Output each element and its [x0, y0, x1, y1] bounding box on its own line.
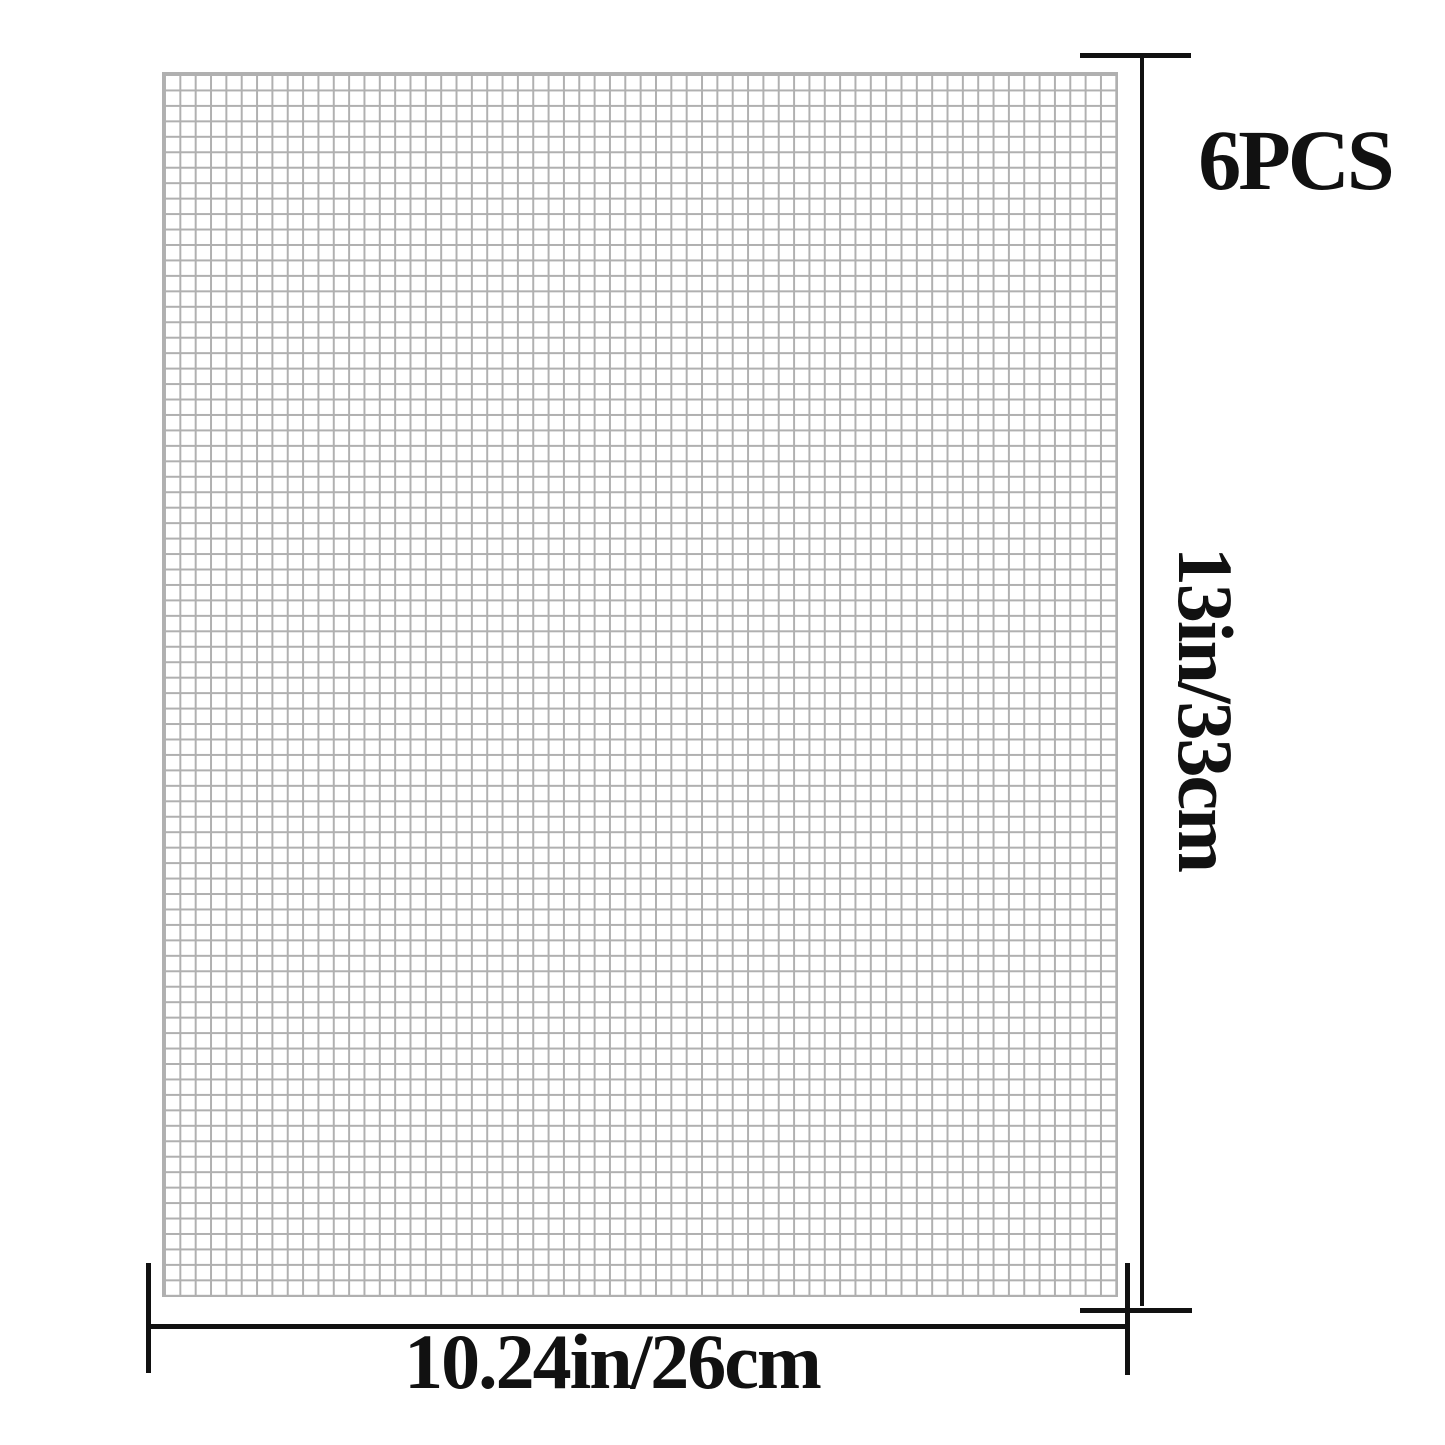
horizontal-dimension-left-tick [146, 1263, 151, 1373]
vertical-dimension-line [1140, 57, 1144, 1306]
vertical-dimension-bottom-tick [1080, 1308, 1192, 1313]
width-dimension-label: 10.24in/26cm [404, 1318, 822, 1405]
pieces-count-label: 6PCS [1198, 112, 1394, 208]
vertical-dimension-top-tick [1080, 53, 1191, 58]
height-dimension-label: 13in/33cm [1162, 546, 1249, 872]
mesh-sheet [162, 72, 1118, 1297]
horizontal-dimension-right-tick [1125, 1263, 1130, 1375]
horizontal-dimension-line [150, 1324, 1128, 1329]
